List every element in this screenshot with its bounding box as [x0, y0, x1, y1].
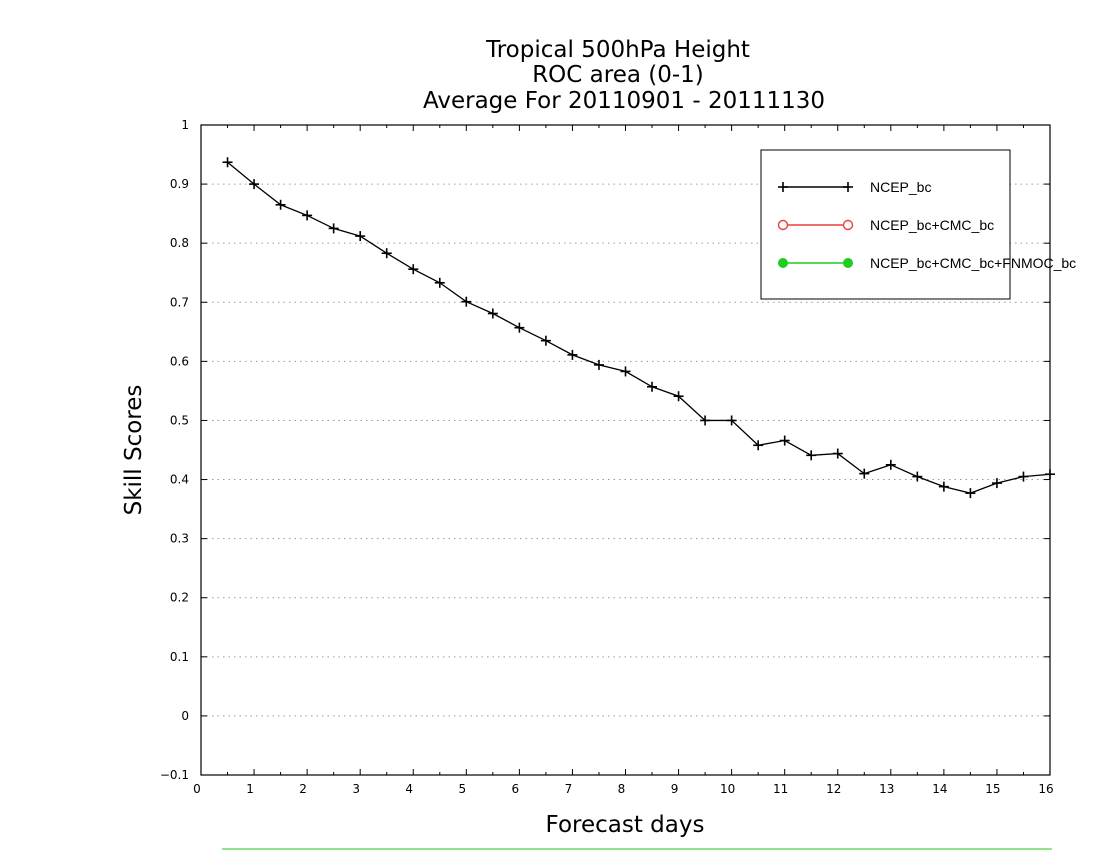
x-tick-label: 11 — [773, 782, 788, 796]
data-point — [885, 459, 896, 470]
x-tick-label: 8 — [618, 782, 626, 796]
y-tick-label: 0.9 — [170, 177, 189, 191]
y-tick-label: 0.3 — [170, 532, 189, 546]
data-point — [806, 450, 817, 461]
y-tick-label: 0.1 — [170, 650, 189, 664]
data-point — [647, 381, 658, 392]
x-tick-label: 7 — [565, 782, 573, 796]
y-tick-label: 0.4 — [170, 473, 189, 487]
x-axis-ticks: 0 1 2 3 4 5 6 7 8 9 10 11 12 13 14 15 16 — [193, 125, 1054, 796]
data-point — [700, 415, 711, 426]
data-point — [779, 435, 790, 446]
x-tick-label: 16 — [1038, 782, 1053, 796]
x-tick-label: 6 — [512, 782, 520, 796]
legend-marker — [778, 258, 788, 268]
x-axis-label: Forecast days — [546, 812, 705, 838]
y-axis-ticks: −0.1 0 0.1 0.2 0.3 0.4 0.5 0.6 0.7 0.8 0.9 1 — [160, 118, 1050, 782]
data-point — [726, 415, 737, 426]
data-point — [991, 478, 1002, 489]
plot-frame — [200, 124, 1051, 776]
data-point — [381, 248, 392, 259]
data-point — [567, 349, 578, 360]
data-point — [222, 157, 233, 168]
chart-title-line-2: ROC area (0-1) — [532, 62, 704, 88]
chart-title-line-3: Average For 20110901 - 20111130 — [423, 88, 825, 114]
legend-marker — [842, 219, 854, 231]
x-tick-label: 10 — [720, 782, 735, 796]
x-tick-label: 15 — [985, 782, 1000, 796]
y-tick-label: 0 — [181, 709, 189, 723]
x-tick-label: 13 — [879, 782, 894, 796]
legend: NCEP_bc NCEP_bc+CMC_bc NCEP_bc+CMC_bc+FNMO… — [760, 149, 1076, 300]
y-tick-label: 0.2 — [170, 591, 189, 605]
data-point — [487, 308, 498, 319]
legend-marker — [843, 258, 853, 268]
x-tick-label: 14 — [932, 782, 947, 796]
legend-marker — [777, 219, 789, 231]
y-tick-label: 1 — [181, 118, 189, 132]
x-tick-label: 4 — [405, 782, 413, 796]
data-point — [1045, 469, 1055, 480]
data-point — [434, 277, 445, 288]
data-point — [408, 264, 419, 275]
chart-title-line-1: Tropical 500hPa Height — [485, 37, 750, 63]
x-tick-label: 1 — [246, 782, 254, 796]
data-point — [859, 468, 870, 479]
y-axis-label: Skill Scores — [121, 385, 147, 516]
x-tick-label: 3 — [352, 782, 360, 796]
data-point — [540, 335, 551, 346]
data-point — [461, 296, 472, 307]
legend-label: NCEP_bc — [870, 179, 931, 195]
y-tick-label: 0.8 — [170, 236, 189, 250]
series-line-0 — [227, 161, 1051, 494]
x-tick-label: 2 — [299, 782, 307, 796]
data-point — [673, 391, 684, 402]
legend-label: NCEP_bc+CMC_bc+FNMOC_bc — [870, 255, 1076, 271]
data-point — [302, 210, 313, 221]
legend-marker — [843, 182, 853, 192]
data-point — [938, 481, 949, 492]
data-point — [620, 366, 631, 377]
data-point — [832, 448, 843, 459]
data-point — [593, 359, 604, 370]
legend-label: NCEP_bc+CMC_bc — [870, 217, 994, 233]
legend-marker — [778, 182, 788, 192]
data-point — [912, 471, 923, 482]
data-point — [249, 179, 260, 190]
y-tick-label: 0.5 — [170, 413, 189, 427]
x-tick-label: 12 — [826, 782, 841, 796]
x-tick-label: 9 — [671, 782, 679, 796]
series-layer — [222, 157, 1055, 499]
data-point — [965, 488, 976, 499]
x-tick-label: 0 — [193, 782, 201, 796]
data-point — [355, 231, 366, 242]
y-tick-label: −0.1 — [160, 768, 189, 782]
x-tick-label: 5 — [458, 782, 466, 796]
y-tick-label: 0.7 — [170, 295, 189, 309]
data-point — [753, 440, 764, 451]
data-point — [328, 223, 339, 234]
data-point — [275, 199, 286, 210]
gridlines — [201, 183, 1050, 717]
y-tick-label: 0.6 — [170, 354, 189, 368]
data-point — [1018, 471, 1029, 482]
data-point — [514, 322, 525, 333]
